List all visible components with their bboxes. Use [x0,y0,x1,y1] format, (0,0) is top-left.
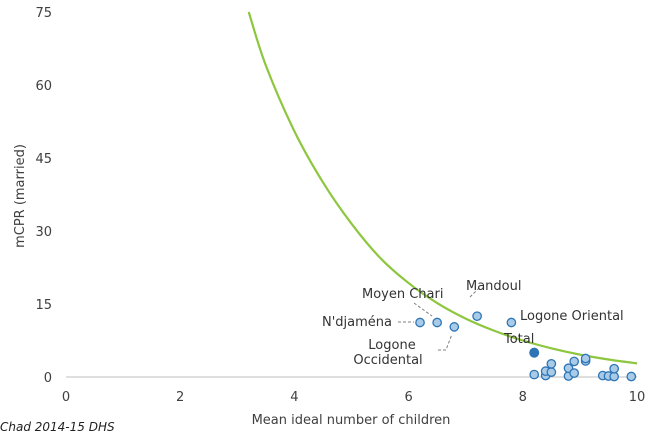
data-point [580,353,591,364]
data-point [529,369,540,380]
y-axis-title: mCPR (married) [13,144,28,248]
total-point [529,347,540,358]
x-tick-label: 8 [519,390,527,405]
data-point [546,359,557,369]
y-tick-label: 60 [35,79,52,94]
label-logone-occidental-line2: Occidental [353,353,422,368]
x-tick-label: 2 [176,390,184,405]
trend-curve [247,11,638,365]
leader-mandoul [469,286,481,298]
label-mandoul: Mandoul [466,279,521,294]
source-note: Chad 2014-15 DHS [0,420,115,434]
x-tick-label: 0 [62,390,70,405]
leader-moyen-chari [413,302,433,317]
x-tick-label: 4 [290,390,298,405]
y-tick-label: 15 [35,298,52,313]
data-point [569,356,580,367]
label-logone-oriental: Logone Oriental [520,309,624,324]
label-total: Total [503,332,534,347]
leader-lines [398,286,481,351]
data-point [626,371,637,382]
y-tick-label: 0 [44,371,52,386]
label-logone-occidental-line1: Logone [368,338,415,353]
data-point [432,317,442,328]
y-tick-labels: 0 15 30 45 60 75 [35,6,52,386]
y-tick-label: 30 [35,225,52,240]
leader-logone-occidental [438,333,453,351]
label-ndjamena: N'djaména [322,315,392,330]
x-tick-labels: 0 2 4 6 8 10 [62,390,645,405]
data-point [546,367,557,377]
data-point [609,363,620,374]
data-point [506,317,517,328]
x-tick-label: 6 [404,390,412,405]
data-point [449,322,460,332]
x-axis-title: Mean ideal number of children [252,413,451,428]
y-tick-label: 45 [35,152,52,167]
label-moyen-chari: Moyen Chari [362,287,443,302]
x-tick-label: 10 [629,390,645,405]
data-point [415,317,425,328]
data-point [472,311,482,322]
data-points [415,311,637,382]
data-point [569,368,580,378]
y-tick-label: 75 [35,6,52,21]
